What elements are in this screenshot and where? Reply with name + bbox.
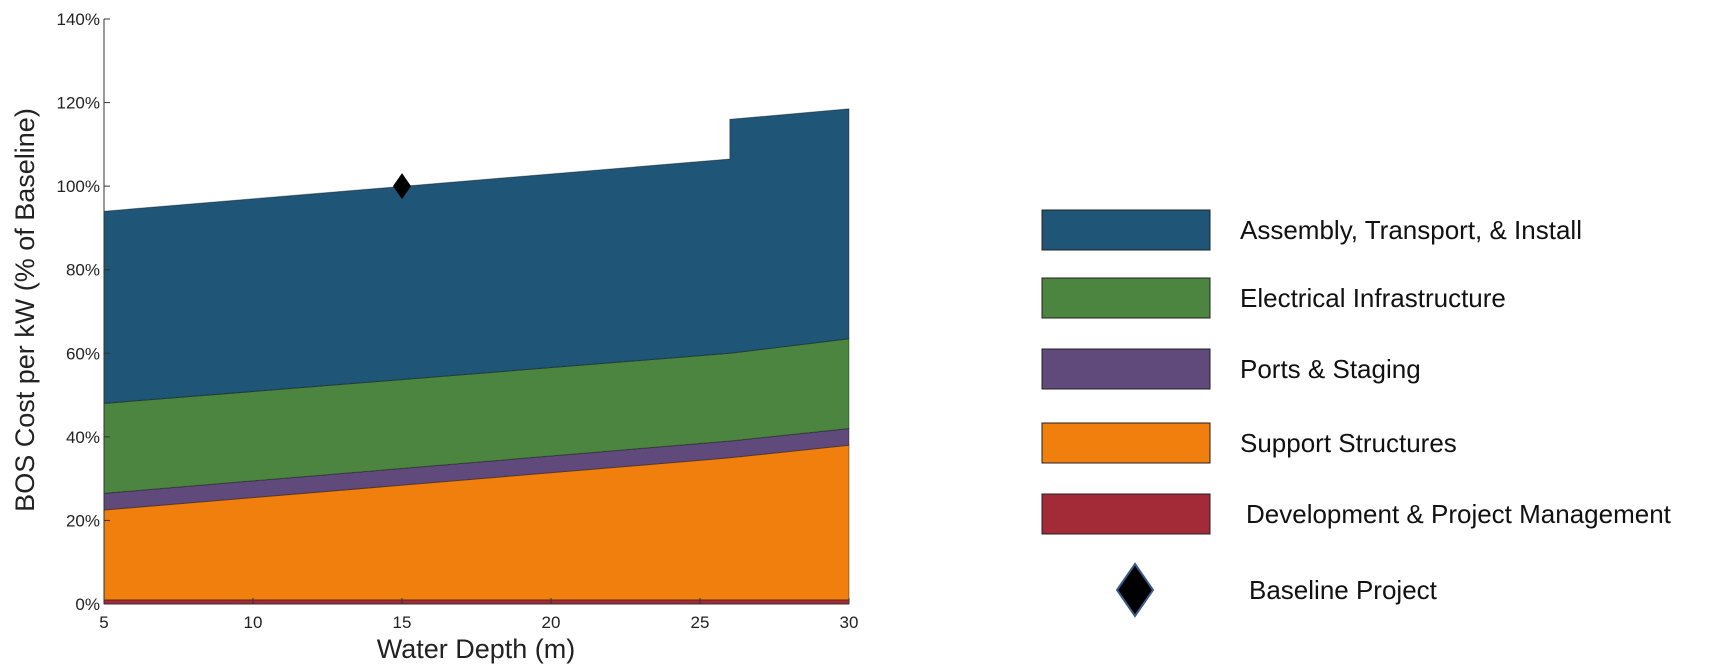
legend-label-assembly-transport-install: Assembly, Transport, & Install bbox=[1240, 215, 1582, 245]
x-tick-label: 20 bbox=[542, 613, 561, 632]
x-tick-label: 5 bbox=[99, 613, 108, 632]
baseline-project-marker bbox=[393, 173, 411, 200]
y-tick-label: 60% bbox=[66, 344, 100, 363]
stacked-areas bbox=[103, 108, 850, 605]
baseline-marker-layer bbox=[393, 173, 411, 200]
legend-label-electrical-infrastructure: Electrical Infrastructure bbox=[1240, 283, 1506, 313]
legend-swatch-development-project-management bbox=[1041, 493, 1211, 535]
y-tick-label: 100% bbox=[57, 177, 100, 196]
legend-label-support-structures: Support Structures bbox=[1240, 428, 1457, 458]
x-axis-title: Water Depth (m) bbox=[377, 634, 576, 664]
legend-swatch-ports-staging bbox=[1041, 348, 1211, 390]
y-tick-label: 20% bbox=[66, 511, 100, 530]
y-tick-label: 40% bbox=[66, 428, 100, 447]
legend-label-development-project-management: Development & Project Management bbox=[1246, 499, 1672, 529]
x-tick-label: 30 bbox=[840, 613, 859, 632]
area-development-project-management bbox=[103, 599, 850, 605]
x-tick-label: 15 bbox=[393, 613, 412, 632]
legend-swatch-assembly-transport-install bbox=[1041, 209, 1211, 251]
area-assembly-transport-install bbox=[103, 108, 850, 404]
legend-swatch-electrical-infrastructure bbox=[1041, 277, 1211, 319]
legend-baseline-marker bbox=[1115, 562, 1155, 618]
legend-swatch-support-structures bbox=[1041, 422, 1211, 464]
y-axis-title: BOS Cost per kW (% of Baseline) bbox=[10, 108, 40, 512]
y-tick-label: 0% bbox=[75, 595, 100, 614]
ticks: 0% 20% 40% 60% 80% 100% 120% 140% 5 10 15 20 25 30 bbox=[57, 10, 859, 632]
legend-label-ports-staging: Ports & Staging bbox=[1240, 354, 1421, 384]
legend-label-baseline-project: Baseline Project bbox=[1249, 575, 1438, 605]
legend: Assembly, Transport, & Install Electrical… bbox=[1041, 209, 1672, 618]
axes bbox=[103, 19, 849, 605]
y-tick-label: 80% bbox=[66, 261, 100, 280]
y-tick-label: 120% bbox=[57, 94, 100, 113]
x-tick-label: 10 bbox=[244, 613, 263, 632]
y-tick-label: 140% bbox=[57, 10, 100, 29]
x-tick-label: 25 bbox=[691, 613, 710, 632]
